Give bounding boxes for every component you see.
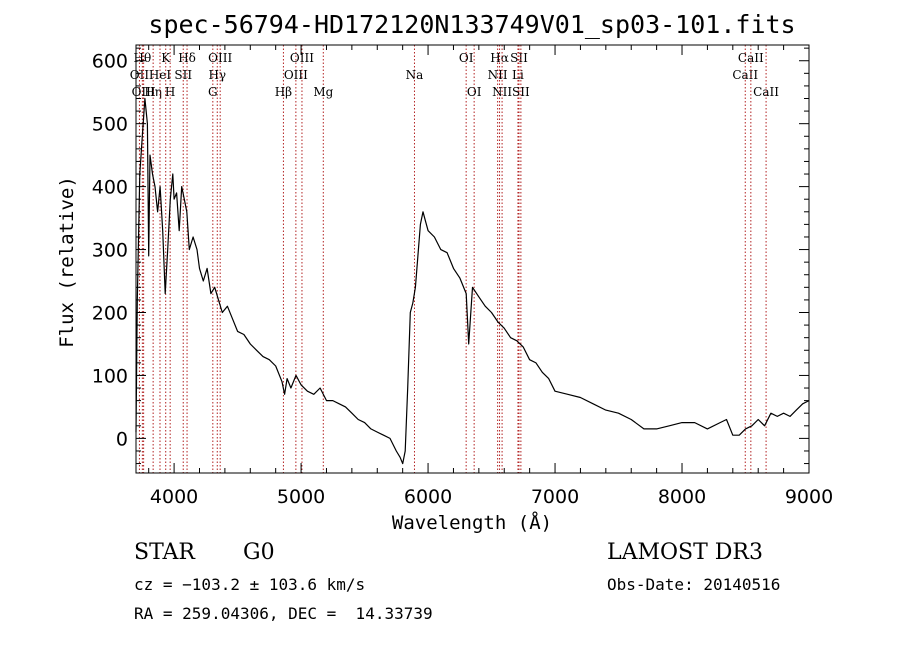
spectral-line-label: G xyxy=(208,85,218,99)
x-tick-label: 7000 xyxy=(531,486,579,508)
spectral-line-label: Mg xyxy=(313,85,333,99)
spectral-line-label: Hβ xyxy=(275,85,292,99)
spectrum-series-line xyxy=(135,97,810,465)
spectral-line-label: Hθ xyxy=(133,51,151,65)
y-tick-label: 600 xyxy=(92,51,128,73)
spectral-line-label: K xyxy=(161,51,171,65)
y-tick-label: 500 xyxy=(92,114,128,136)
x-tick-label: 8000 xyxy=(658,486,706,508)
spectral-line-label: OI xyxy=(459,51,474,65)
coordinates: RA = 259.04306, DEC = 14.33739 xyxy=(134,604,433,623)
spectral-line-label: OII xyxy=(130,68,150,82)
y-tick-label: 0 xyxy=(116,428,128,450)
spectral-line-label: Hδ xyxy=(178,51,196,65)
y-tick-label: 100 xyxy=(92,365,128,387)
spectral-line-label: CaII xyxy=(732,68,758,82)
object-class: STAR xyxy=(134,540,195,565)
plot-frame xyxy=(135,44,810,474)
y-tick-label: 300 xyxy=(92,240,128,262)
y-tick-label: 200 xyxy=(92,303,128,325)
spectral-line-label: H xyxy=(165,85,175,99)
spectral-line-label: Hγ xyxy=(208,68,226,82)
y-tick-label: 400 xyxy=(92,177,128,199)
spectral-line-label: OIII xyxy=(290,51,314,65)
spectral-line-label: SII xyxy=(174,68,192,82)
plot-area: OIIHθOIIIHηHeIKSIIHHδGHγOIIIHβOIIIOIIIMg… xyxy=(92,44,833,508)
spectral-line-label: NII xyxy=(492,85,512,99)
spectral-line-label: Hη xyxy=(144,85,162,99)
object-subclass: G0 xyxy=(243,540,275,565)
y-axis-label: Flux (relative) xyxy=(56,176,78,348)
survey-name: LAMOST DR3 xyxy=(607,540,763,565)
observation-date: Obs-Date: 20140516 xyxy=(607,575,781,594)
x-tick-label: 5000 xyxy=(277,486,325,508)
spectral-line-label: SII xyxy=(510,51,528,65)
spectral-line-label: Hα xyxy=(490,51,509,65)
spectral-line-label: CaII xyxy=(753,85,779,99)
spectral-line-label: Na xyxy=(406,68,424,82)
spectral-line-label: CaII xyxy=(738,51,764,65)
spectral-line-label: Li xyxy=(512,68,524,82)
x-tick-label: 9000 xyxy=(785,486,833,508)
spectral-line-label: OIII xyxy=(284,68,308,82)
chart-title: spec-56794-HD172120N133749V01_sp03-101.f… xyxy=(148,10,795,39)
spectral-line-label: SII xyxy=(512,85,530,99)
spectral-line-label: OI xyxy=(467,85,482,99)
redshift-cz: cz = −103.2 ± 103.6 km/s xyxy=(134,575,366,594)
x-axis-label: Wavelength (Å) xyxy=(392,511,552,534)
x-tick-label: 4000 xyxy=(150,486,198,508)
spectral-line-label: OIII xyxy=(132,85,156,99)
spectral-line-label: HeI xyxy=(149,68,172,82)
x-tick-label: 6000 xyxy=(404,486,452,508)
spectral-line-label: OIII xyxy=(208,51,232,65)
spectral-line-label: NII xyxy=(488,68,508,82)
